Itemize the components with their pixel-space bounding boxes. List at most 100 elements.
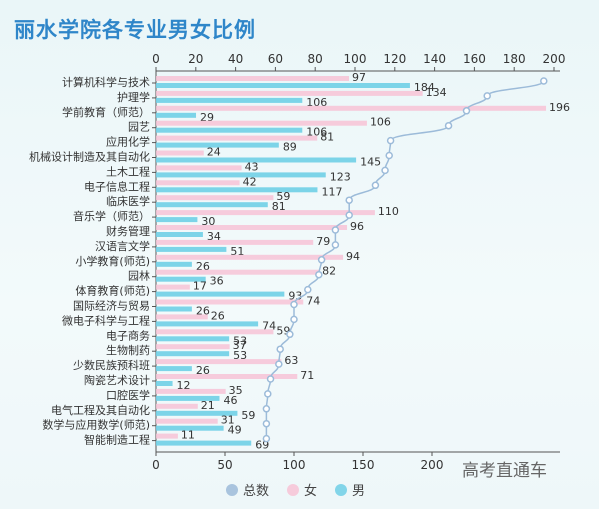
label-male: 36: [210, 275, 224, 288]
bar-male: [156, 366, 192, 372]
label-male: 81: [272, 200, 286, 213]
top-axis-tick-label: 140: [423, 52, 446, 66]
category-label: 汉语言文学: [95, 239, 150, 253]
point-total: [345, 196, 353, 204]
top-axis-tick-label: 100: [344, 52, 367, 66]
point-total: [276, 345, 284, 353]
legend-item-male[interactable]: 男: [335, 480, 365, 499]
bar-male: [156, 291, 285, 297]
category-label: 音乐学（师范）: [73, 209, 150, 223]
bottom-axis-tick-label: 200: [421, 458, 444, 472]
label-female: 63: [284, 354, 298, 367]
bar-male: [156, 142, 279, 148]
label-male: 184: [414, 81, 435, 94]
category-label: 微电子科学与工程: [62, 313, 150, 327]
label-male: 123: [330, 170, 351, 183]
category-label: 少数民族预科班: [73, 358, 150, 372]
top-axis-tick-label: 60: [268, 52, 283, 66]
bar-female: [156, 195, 274, 201]
bar-male: [156, 127, 303, 133]
top-axis-tick-label: 20: [188, 52, 203, 66]
label-female: 82: [322, 265, 336, 278]
bar-female: [156, 150, 204, 156]
point-total: [331, 241, 340, 249]
point-total: [385, 151, 393, 160]
label-male: 29: [200, 111, 214, 124]
legend-label-female: 女: [304, 484, 318, 499]
bar-female: [156, 225, 348, 230]
category-label: 生物制药: [106, 343, 150, 357]
top-axis-tick-label: 200: [543, 52, 566, 66]
bar-female: [156, 120, 367, 126]
category-label: 学前教育（师范）: [62, 105, 150, 119]
category-label: 土木工程: [106, 165, 150, 178]
label-female: 94: [346, 250, 360, 263]
point-total: [290, 315, 298, 324]
point-total: [462, 107, 471, 115]
label-female: 134: [426, 86, 447, 99]
top-axis-tick-label: 80: [308, 52, 323, 66]
point-total: [262, 419, 271, 428]
label-male: 26: [196, 260, 210, 273]
point-total: [315, 270, 323, 279]
label-male: 53: [233, 349, 247, 362]
bar-female: [156, 314, 208, 320]
point-total: [483, 92, 491, 100]
legend-item-female[interactable]: 女: [287, 480, 317, 499]
label-female: 110: [378, 205, 399, 218]
label-male: 34: [207, 230, 221, 243]
category-label: 园艺: [128, 121, 150, 134]
point-total: [381, 166, 389, 175]
label-male: 30: [201, 215, 215, 228]
label-male: 106: [306, 126, 327, 139]
label-female: 74: [306, 295, 320, 308]
bar-male: [156, 83, 410, 88]
legend-swatch-male: [335, 483, 348, 496]
point-total: [266, 375, 275, 383]
bar-male: [156, 336, 230, 342]
point-total: [304, 285, 312, 294]
legend-label-total: 总数: [243, 484, 270, 499]
bar-female: [156, 105, 547, 111]
point-total: [262, 405, 271, 413]
point-total: [290, 300, 298, 309]
category-label: 陶瓷艺术设计: [84, 373, 150, 387]
label-male: 26: [196, 364, 210, 377]
bar-female: [156, 388, 226, 394]
bar-female: [156, 359, 282, 365]
label-male: 53: [233, 334, 247, 347]
category-label: 国际经济与贸易: [73, 299, 150, 313]
bar-female: [156, 269, 320, 275]
category-label: 应用化学: [106, 135, 150, 149]
top-axis-tick-label: 0: [152, 52, 160, 66]
label-female: 96: [350, 220, 364, 233]
point-total: [331, 226, 340, 234]
bar-male: [156, 276, 206, 282]
label-female: 79: [316, 235, 330, 248]
bar-female: [156, 135, 318, 141]
bar-female: [156, 433, 178, 439]
label-female: 196: [549, 101, 570, 114]
top-axis-tick-label: 180: [503, 52, 526, 66]
category-label: 电子商务: [106, 328, 150, 342]
top-axis-tick-label: 160: [463, 52, 486, 66]
label-male: 117: [321, 185, 342, 198]
label-female: 106: [370, 116, 391, 129]
category-label: 小学教育(师范): [75, 254, 150, 268]
bar-female: [156, 418, 218, 424]
legend-item-total[interactable]: 总数: [226, 480, 269, 499]
point-total: [345, 211, 353, 219]
category-label: 财务管理: [106, 224, 150, 238]
bar-male: [156, 246, 227, 252]
label-female: 11: [181, 429, 195, 442]
bar-male: [156, 202, 268, 208]
bar-female: [156, 374, 298, 379]
label-female: 59: [276, 190, 290, 203]
label-female: 24: [207, 146, 221, 159]
label-male: 74: [262, 319, 276, 332]
bar-female: [156, 239, 314, 245]
bottom-axis-tick-label: 0: [152, 458, 160, 472]
label-female: 26: [211, 309, 225, 322]
label-male: 12: [177, 379, 191, 392]
